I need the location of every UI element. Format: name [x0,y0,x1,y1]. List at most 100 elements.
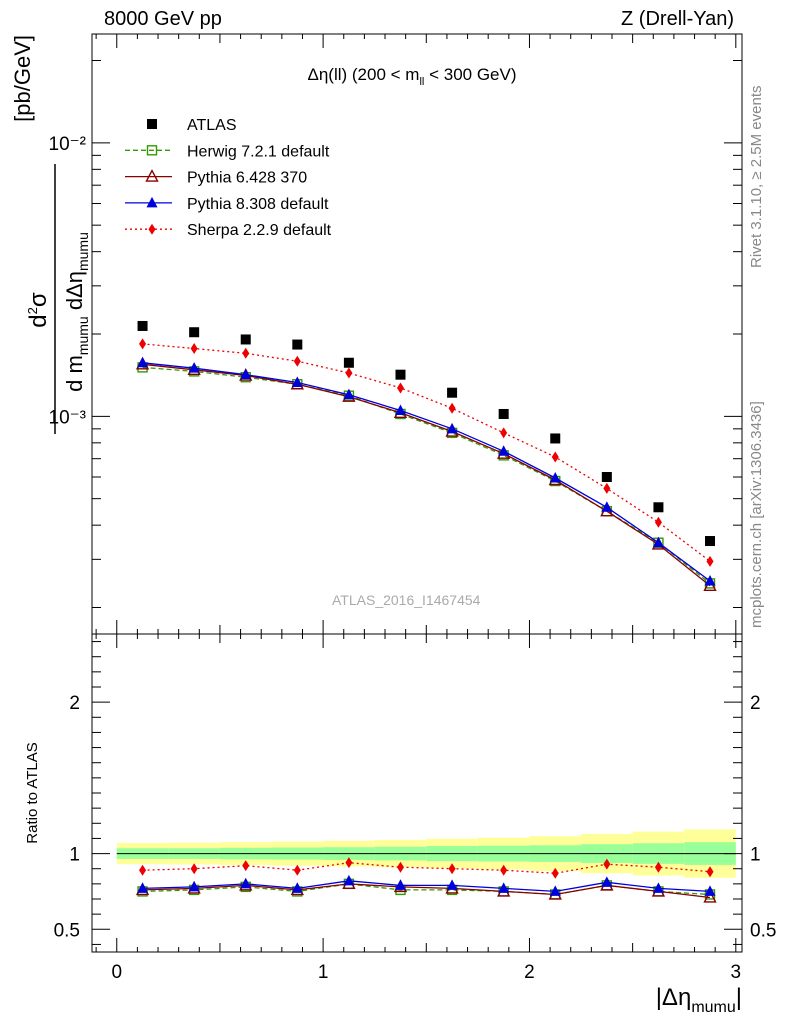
ratio-sherpa-point [500,864,508,876]
legend-pythia6-marker [145,169,159,182]
ratio-sherpa-point [551,867,559,879]
main-atlas-point [343,357,354,368]
legend-sherpa-marker [148,223,156,235]
main-pythia8-point [549,471,561,483]
main-atlas-point [705,536,716,547]
main-pythia6-line [142,363,711,587]
ratio-pythia8-point [291,882,303,893]
x-tick-label: 2 [524,962,535,983]
main-sherpa-line [142,343,711,562]
main-pythia8-point [446,422,458,434]
main-y-tick-label: 10⁻² [49,134,87,155]
main-y-axis-label-denominator: d mmumu dΔηmumu [62,232,91,392]
x-tick-label: 0 [111,962,122,983]
ratio-pythia6-point [703,889,717,903]
ratio-pythia8-point [188,880,200,892]
ratio-sherpa-point [242,860,250,872]
ratio-sherpa-point [345,857,353,869]
ratio-sherpa-point [603,858,611,870]
ratio-pythia8-point [446,879,458,890]
x-tick-label: 3 [731,962,742,983]
main-pythia8-point [343,388,355,400]
main-pythia8-point [394,404,406,416]
header-left: 8000 GeV pp [104,8,222,30]
main-sherpa-point [293,355,301,367]
main-sherpa-point [706,555,714,567]
main-pythia8-point [240,368,252,380]
ratio-pythia8-point [601,876,613,887]
main-sherpa-point [603,482,611,494]
legend-herwig-label: Herwig 7.2.1 default [187,143,330,160]
ratio-plot-frame [91,633,743,953]
ratio-sherpa-point [448,863,456,875]
ratio-pythia8-point [498,882,510,893]
legend-pythia6-label: Pythia 6.428 370 [187,170,307,187]
ratio-pythia8-point [240,877,252,889]
main-atlas-point [447,387,458,398]
ratio-pythia8-point [704,885,716,896]
ratio-sherpa-point [706,866,714,878]
ratio-y-tick-label-right: 0.5 [750,920,776,941]
header-right: Z (Drell-Yan) [621,8,734,30]
legend-pythia8-label: Pythia 8.308 default [187,196,329,213]
ratio-pythia8-point [549,885,561,896]
main-pythia8-point [704,574,716,586]
legend-atlas-marker [147,119,157,129]
ratio-pythia8-point [394,879,406,890]
main-atlas-point [395,369,406,380]
legend-sherpa-label: Sherpa 2.2.9 default [187,222,332,239]
ratio-y-axis-label: Ratio to ATLAS [24,742,41,843]
main-sherpa-point [190,343,198,355]
main-atlas-point [653,502,664,513]
main-sherpa-point [242,347,250,359]
ratio-pythia8-point [137,882,149,893]
main-pythia8-point [601,501,613,512]
main-herwig-line [142,366,711,584]
legend-pythia8-marker [146,196,158,208]
ratio-sherpa-point [293,864,301,876]
main-y-axis-label-numerator: d2σ [25,292,52,328]
main-y-tick-label: 10⁻³ [49,407,87,428]
main-plot-title: Δη(ll) (200 < mll < 300 GeV) [307,65,516,88]
ratio-y-tick-label-right: 1 [750,845,761,866]
main-pythia8-point [137,356,149,368]
main-sherpa-point [551,451,559,463]
ratio-pythia6-line [142,883,711,899]
main-pythia8-point [498,445,510,456]
analysis-watermark: ATLAS_2016_I1467454 [332,592,481,608]
ratio-sherpa-point [396,861,404,873]
ratio-pythia8-line [142,880,711,893]
main-sherpa-point [345,367,353,379]
main-atlas-point [240,334,251,345]
legend-herwig-marker [146,145,158,156]
main-sherpa-point [139,338,147,350]
ratio-sherpa-point [654,861,662,873]
ratio-y-tick-label: 2 [69,693,80,714]
main-sherpa-point [448,402,456,414]
main-pythia8-point [652,536,664,548]
ratio-sherpa-point [139,864,147,876]
ratio-y-tick-label: 1 [69,845,80,866]
ratio-pythia8-point [343,874,355,886]
main-atlas-point [550,433,561,444]
x-tick-label: 1 [318,962,329,983]
main-sherpa-point [396,382,404,394]
ratio-pythia8-point [652,882,664,893]
main-pythia8-point [188,362,200,373]
main-pythia8-line [142,362,711,582]
main-atlas-point [137,320,148,331]
main-y-axis-label: d2σ d mmumu dΔηmumu [25,164,91,434]
legend-atlas-label: ATLAS [187,117,237,134]
main-atlas-point [189,327,200,338]
main-atlas-point [498,408,509,419]
ratio-sherpa-point [190,863,198,875]
main-sherpa-point [654,516,662,528]
main-atlas-point [601,472,612,483]
x-axis-label: |Δηmumu| [656,984,742,1016]
main-pythia8-point [291,376,303,387]
ratio-y-tick-label: 0.5 [54,920,80,941]
main-y-axis-unit: [pb/GeV] [10,35,35,122]
main-atlas-point [292,339,303,350]
main-sherpa-point [500,427,508,439]
